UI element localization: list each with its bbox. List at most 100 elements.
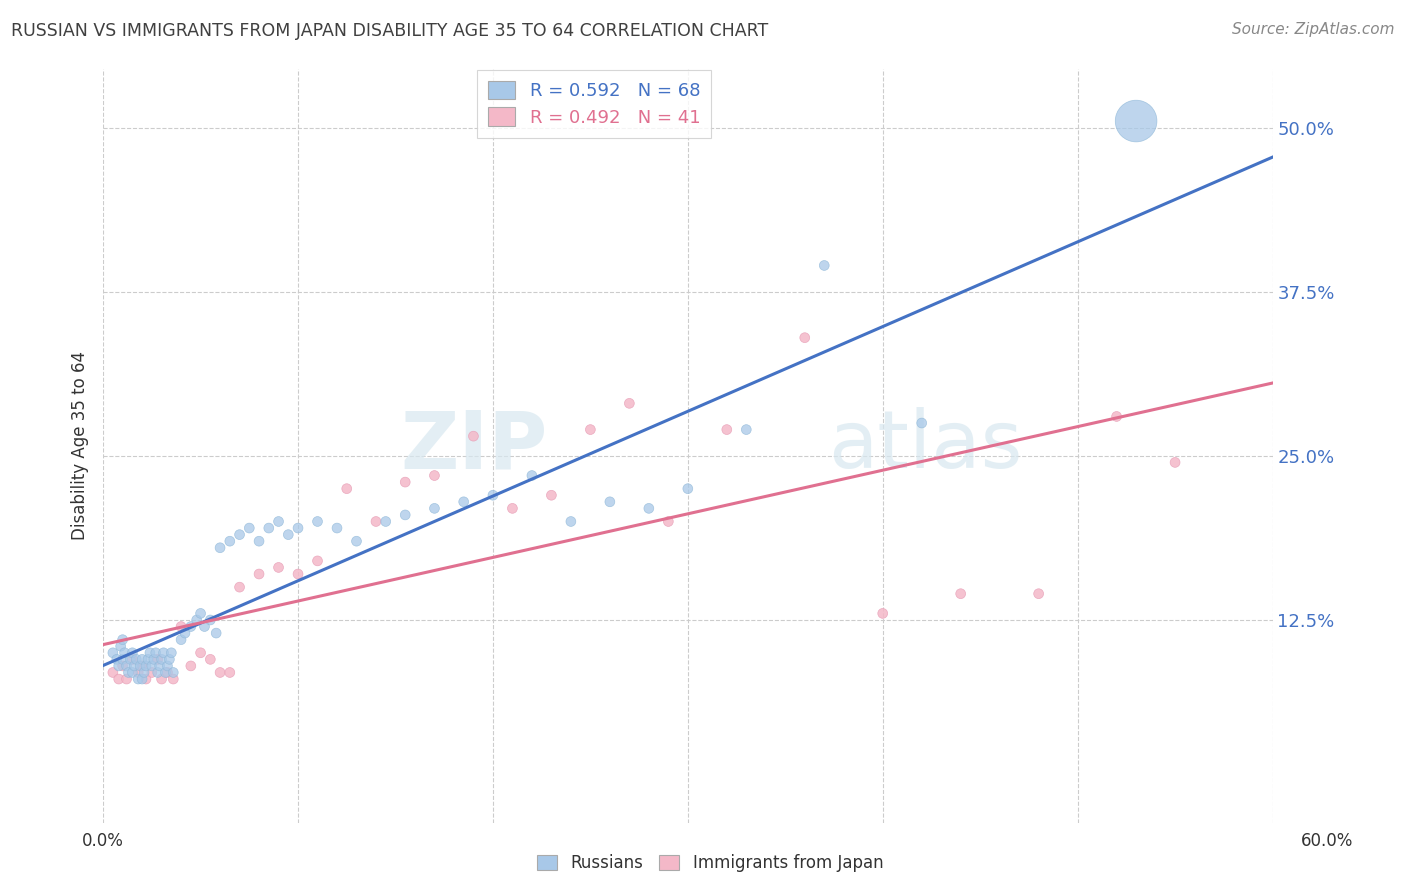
Point: [911, 416, 934, 430]
Point: [107, 672, 129, 686]
Point: [129, 659, 152, 673]
Text: RUSSIAN VS IMMIGRANTS FROM JAPAN DISABILITY AGE 35 TO 64 CORRELATION CHART: RUSSIAN VS IMMIGRANTS FROM JAPAN DISABIL…: [11, 22, 769, 40]
Point: [162, 672, 184, 686]
Point: [132, 665, 155, 680]
Point: [141, 665, 163, 680]
Point: [162, 665, 184, 680]
Point: [267, 515, 290, 529]
Point: [110, 639, 132, 653]
Point: [115, 659, 138, 673]
Point: [145, 646, 167, 660]
Point: [160, 646, 183, 660]
Y-axis label: Disability Age 35 to 64: Disability Age 35 to 64: [72, 351, 89, 541]
Point: [135, 659, 157, 673]
Point: [111, 632, 134, 647]
Point: [579, 423, 602, 437]
Point: [257, 521, 280, 535]
Point: [637, 501, 659, 516]
Legend: Russians, Immigrants from Japan: Russians, Immigrants from Japan: [530, 847, 890, 879]
Point: [205, 626, 228, 640]
Point: [423, 468, 446, 483]
Point: [105, 652, 128, 666]
Point: [141, 659, 163, 673]
Point: [247, 567, 270, 582]
Point: [121, 652, 143, 666]
Point: [131, 672, 153, 686]
Point: [336, 482, 359, 496]
Point: [657, 515, 679, 529]
Point: [813, 259, 835, 273]
Point: [170, 619, 193, 633]
Point: [150, 652, 173, 666]
Point: [155, 665, 177, 680]
Point: [716, 423, 738, 437]
Point: [152, 646, 174, 660]
Point: [190, 607, 212, 621]
Point: [228, 527, 250, 541]
Point: [560, 515, 582, 529]
Point: [501, 501, 523, 516]
Point: [121, 665, 143, 680]
Point: [1125, 114, 1147, 128]
Point: [156, 665, 179, 680]
Point: [180, 659, 202, 673]
Point: [1164, 455, 1187, 469]
Point: [115, 672, 138, 686]
Point: [1105, 409, 1128, 424]
Point: [125, 652, 148, 666]
Point: [540, 488, 562, 502]
Point: [267, 560, 290, 574]
Point: [180, 619, 202, 633]
Point: [453, 495, 475, 509]
Point: [287, 521, 309, 535]
Point: [127, 672, 149, 686]
Point: [1028, 587, 1050, 601]
Point: [307, 554, 329, 568]
Point: [156, 659, 179, 673]
Point: [157, 652, 180, 666]
Point: [949, 587, 972, 601]
Point: [247, 534, 270, 549]
Point: [101, 646, 124, 660]
Legend: R = 0.592   N = 68, R = 0.492   N = 41: R = 0.592 N = 68, R = 0.492 N = 41: [478, 70, 711, 137]
Text: 0.0%: 0.0%: [82, 831, 124, 849]
Point: [146, 652, 169, 666]
Text: ZIP: ZIP: [401, 407, 547, 485]
Point: [482, 488, 505, 502]
Point: [209, 541, 232, 555]
Point: [209, 665, 232, 680]
Point: [374, 515, 396, 529]
Point: [121, 646, 143, 660]
Point: [218, 665, 240, 680]
Point: [394, 475, 416, 489]
Point: [170, 632, 193, 647]
Point: [364, 515, 387, 529]
Point: [135, 672, 157, 686]
Point: [793, 331, 815, 345]
Point: [127, 665, 149, 680]
Point: [200, 613, 222, 627]
Point: [346, 534, 368, 549]
Point: [218, 534, 240, 549]
Point: [599, 495, 621, 509]
Point: [735, 423, 758, 437]
Text: atlas: atlas: [828, 407, 1022, 485]
Point: [200, 652, 222, 666]
Point: [150, 672, 173, 686]
Point: [463, 429, 485, 443]
Point: [107, 659, 129, 673]
Point: [190, 646, 212, 660]
Text: Source: ZipAtlas.com: Source: ZipAtlas.com: [1232, 22, 1395, 37]
Point: [131, 659, 153, 673]
Point: [146, 665, 169, 680]
Point: [142, 652, 165, 666]
Point: [124, 659, 146, 673]
Point: [114, 646, 136, 660]
Point: [520, 468, 543, 483]
Point: [287, 567, 309, 582]
Text: 60.0%: 60.0%: [1301, 831, 1354, 849]
Point: [149, 659, 172, 673]
Point: [139, 646, 162, 660]
Point: [277, 527, 299, 541]
Point: [326, 521, 349, 535]
